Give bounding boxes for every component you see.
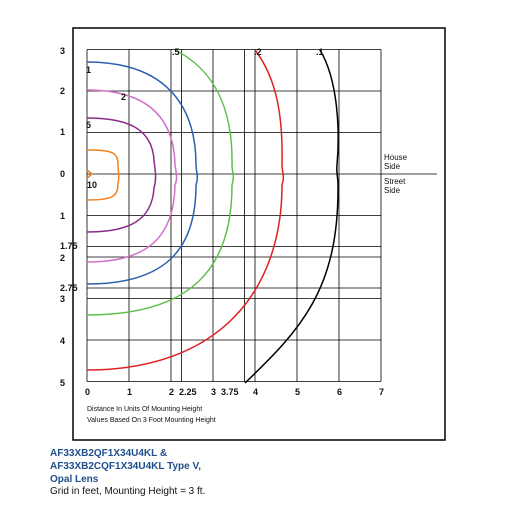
caption-title: AF33XB2QF1X34U4KL & bbox=[50, 448, 167, 459]
x-label: 6 bbox=[337, 387, 342, 397]
y-label: 2 bbox=[60, 86, 65, 96]
curve-label: 5 bbox=[86, 120, 91, 130]
note: Distance In Units Of Mounting Height bbox=[87, 406, 202, 413]
curve-label: .1 bbox=[316, 47, 324, 57]
contours bbox=[86, 49, 339, 384]
y-label: 5 bbox=[60, 378, 65, 388]
y-label: 1 bbox=[60, 127, 65, 137]
curve-label: .5 bbox=[172, 47, 180, 57]
y-labels: 3 2 1 0 1 1.75 2 2.75 3 4 5 bbox=[60, 46, 78, 388]
x-label: 5 bbox=[295, 387, 300, 397]
frame bbox=[72, 27, 446, 441]
x-labels: 0 1 2 2.25 3 3.75 4 5 6 7 bbox=[85, 387, 384, 397]
curve-label: 2 bbox=[121, 92, 126, 102]
side-label: Side bbox=[384, 186, 401, 195]
x-label: 1 bbox=[127, 387, 132, 397]
curve-label: 10 bbox=[87, 180, 97, 190]
side-label: Street bbox=[384, 177, 406, 186]
y-label: 4 bbox=[60, 336, 65, 346]
curve-label: 1 bbox=[86, 65, 91, 75]
note: Values Based On 3 Foot Mounting Height bbox=[87, 417, 216, 424]
x-label: 0 bbox=[85, 387, 90, 397]
y-label: 3 bbox=[60, 294, 65, 304]
y-label: 1 bbox=[60, 211, 65, 221]
x-label: 2 bbox=[169, 387, 174, 397]
y-label: 2 bbox=[60, 253, 65, 263]
curve-labels: .5 .2 .1 1 2 5 10 bbox=[86, 47, 324, 190]
caption-subtitle: Grid in feet, Mounting Height = 3 ft. bbox=[50, 486, 205, 497]
x-label: 3 bbox=[211, 387, 216, 397]
x-label: 3.75 bbox=[221, 387, 239, 397]
x-label: 2.25 bbox=[179, 387, 197, 397]
y-label: 0 bbox=[60, 169, 65, 179]
side-label: Side bbox=[384, 162, 401, 171]
x-label: 4 bbox=[253, 387, 258, 397]
caption-title: AF33XB2CQF1X34U4KL Type V, bbox=[50, 461, 201, 472]
side-label: House bbox=[384, 153, 408, 162]
grid bbox=[86, 49, 437, 382]
y-label: 3 bbox=[60, 46, 65, 56]
y-label: 1.75 bbox=[60, 241, 78, 251]
caption-title: Opal Lens bbox=[50, 474, 99, 485]
curve-label: .2 bbox=[254, 47, 262, 57]
y-label: 2.75 bbox=[60, 283, 78, 293]
x-label: 7 bbox=[379, 387, 384, 397]
